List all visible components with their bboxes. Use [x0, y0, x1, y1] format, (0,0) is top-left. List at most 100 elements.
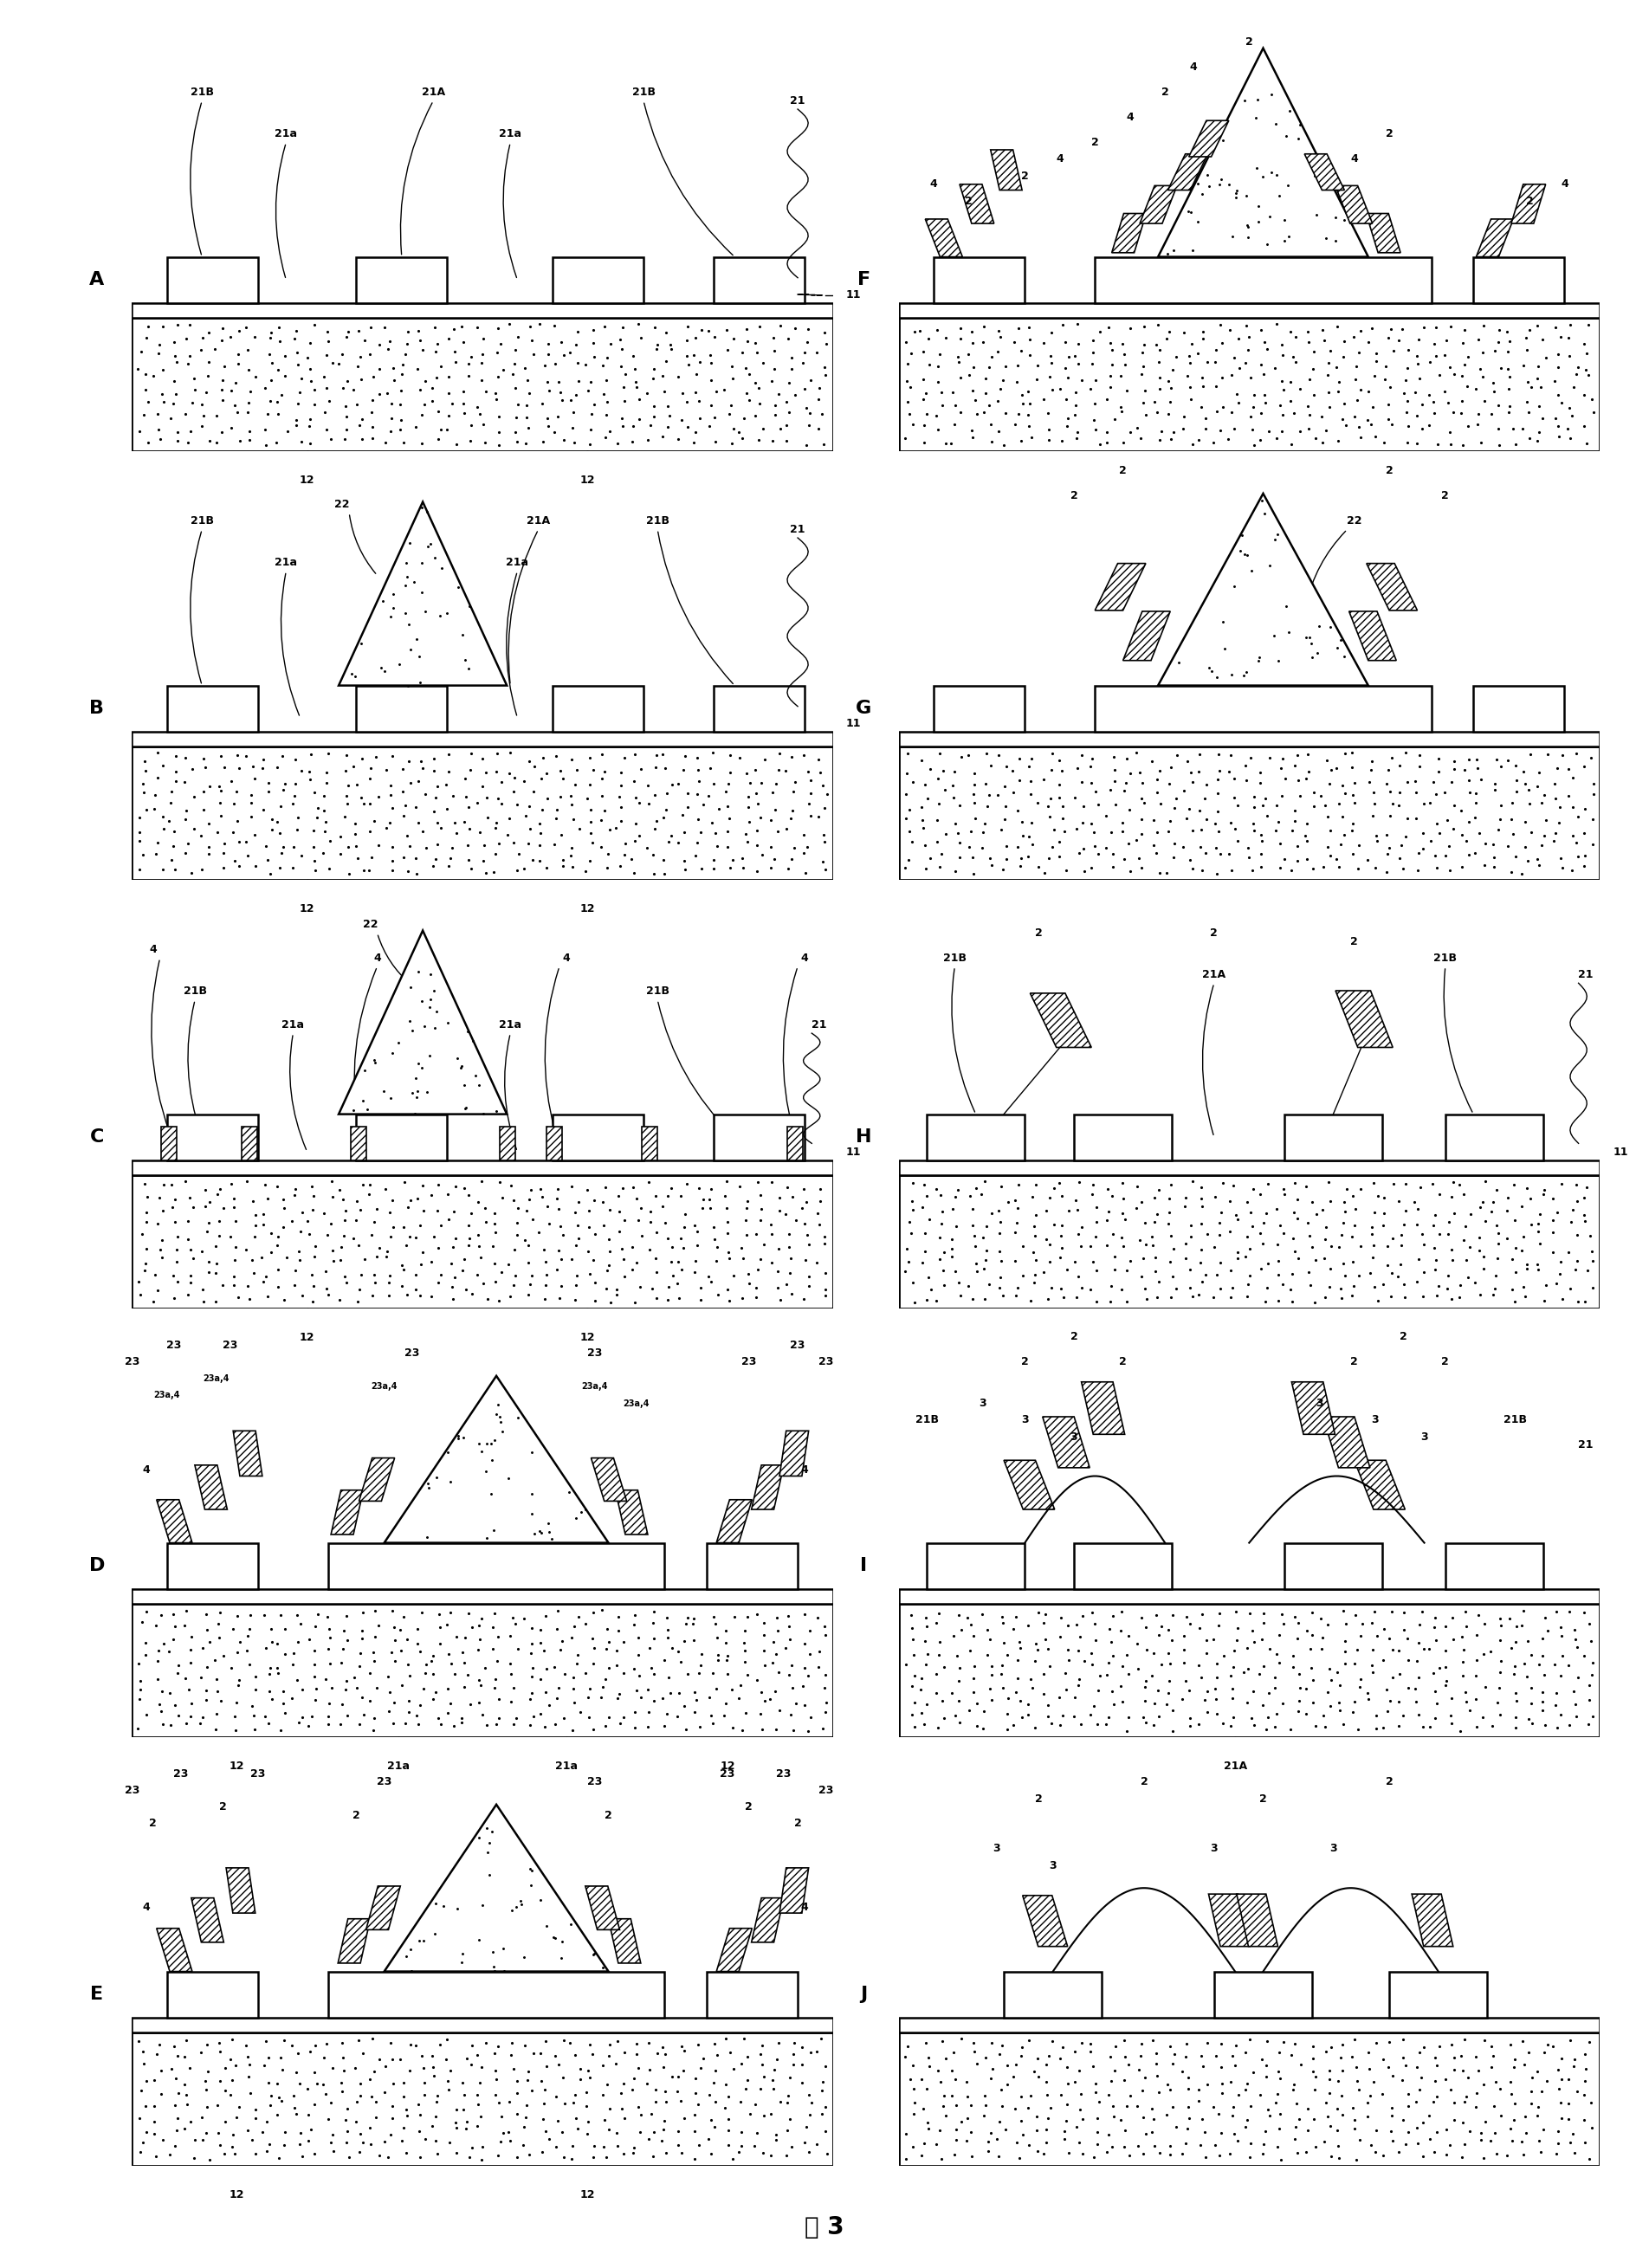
Text: 2: 2 [1139, 1776, 1148, 1787]
Polygon shape [1291, 1381, 1336, 1433]
Text: 22: 22 [1347, 515, 1362, 526]
Bar [1095, 685, 1431, 730]
Text: 2: 2 [1441, 1356, 1449, 1368]
Text: 2: 2 [1260, 1794, 1266, 1805]
Text: 11: 11 [1613, 1148, 1628, 1159]
Text: 2: 2 [1021, 1356, 1029, 1368]
Text: 2: 2 [1120, 465, 1126, 476]
Polygon shape [338, 501, 506, 685]
Bar [167, 256, 257, 302]
Text: 4: 4 [1351, 154, 1359, 166]
Text: 2: 2 [1070, 1331, 1078, 1343]
Text: C: C [89, 1129, 104, 1145]
Polygon shape [1004, 1461, 1055, 1510]
Bar [242, 1127, 257, 1159]
Text: 21B: 21B [1433, 953, 1458, 964]
Text: 12: 12 [721, 1760, 735, 1771]
Text: 2: 2 [1441, 490, 1449, 501]
Text: 2: 2 [219, 1801, 228, 1812]
Bar [552, 1114, 643, 1159]
Bar [899, 730, 1600, 746]
Text: 2: 2 [1210, 928, 1219, 939]
Text: 12: 12 [300, 474, 315, 485]
Text: 23: 23 [251, 1769, 265, 1780]
Text: 2: 2 [1245, 36, 1253, 48]
Text: 23: 23 [376, 1776, 392, 1787]
Bar [132, 318, 833, 451]
Bar [1445, 1542, 1543, 1588]
Bar [132, 746, 833, 880]
Text: 23: 23 [818, 1785, 833, 1796]
Text: 23: 23 [404, 1347, 420, 1359]
Text: 21B: 21B [915, 1415, 938, 1427]
Text: A: A [89, 272, 104, 288]
Text: 23: 23 [818, 1356, 833, 1368]
Text: 3: 3 [1070, 1431, 1078, 1442]
Bar [1073, 1542, 1172, 1588]
Bar [356, 685, 447, 730]
Text: 23: 23 [740, 1356, 757, 1368]
Text: 12: 12 [580, 903, 595, 914]
Polygon shape [1123, 612, 1171, 660]
Bar [706, 1971, 798, 2016]
Text: G: G [856, 701, 872, 717]
Text: 3: 3 [1049, 1860, 1057, 1871]
Bar [1004, 1971, 1102, 2016]
Text: 3: 3 [1316, 1397, 1322, 1408]
Bar [641, 1127, 658, 1159]
Text: 2: 2 [353, 1810, 359, 1821]
Text: 23a,4: 23a,4 [371, 1383, 397, 1390]
Text: 21A: 21A [1224, 1760, 1247, 1771]
Polygon shape [716, 1928, 752, 1971]
Text: 11: 11 [846, 290, 861, 302]
Bar [714, 685, 805, 730]
Bar [547, 1127, 562, 1159]
Text: 21B: 21B [943, 953, 966, 964]
Polygon shape [1167, 154, 1207, 191]
Text: 21a: 21a [282, 1018, 305, 1030]
Polygon shape [233, 1431, 262, 1476]
Bar [899, 1159, 1600, 1175]
Text: 4: 4 [801, 1465, 808, 1476]
Polygon shape [1304, 154, 1344, 191]
Text: 23: 23 [223, 1340, 237, 1352]
Text: 4: 4 [1126, 111, 1135, 122]
Text: 23: 23 [587, 1776, 602, 1787]
Bar [927, 1542, 1024, 1588]
Text: 22: 22 [363, 919, 378, 930]
Polygon shape [1031, 993, 1092, 1048]
Polygon shape [925, 220, 963, 256]
Text: 2: 2 [965, 195, 973, 206]
Bar [899, 746, 1600, 880]
Text: 2: 2 [1036, 928, 1042, 939]
Polygon shape [752, 1898, 783, 1941]
Text: 4: 4 [930, 179, 938, 191]
Text: 21B: 21B [183, 987, 206, 998]
Polygon shape [1158, 48, 1369, 256]
Polygon shape [1158, 494, 1369, 685]
Text: 23: 23 [124, 1785, 140, 1796]
Bar [714, 256, 805, 302]
Text: 23: 23 [124, 1356, 140, 1368]
Bar [132, 1175, 833, 1309]
Text: 12: 12 [229, 2189, 244, 2200]
Bar [899, 1175, 1600, 1309]
Text: 2: 2 [1036, 1794, 1042, 1805]
Text: 23a,4: 23a,4 [153, 1390, 180, 1399]
Text: H: H [856, 1129, 872, 1145]
Text: 21A: 21A [526, 515, 551, 526]
Text: 23: 23 [167, 1340, 181, 1352]
Text: 2: 2 [793, 1819, 801, 1830]
Text: 11: 11 [846, 1148, 861, 1159]
Bar [132, 2016, 833, 2032]
Polygon shape [1139, 186, 1177, 225]
Text: 2: 2 [1385, 1776, 1393, 1787]
Text: 11: 11 [846, 719, 861, 730]
Bar [1388, 1971, 1487, 2016]
Text: 図 3: 図 3 [805, 2216, 844, 2239]
Text: 22: 22 [335, 499, 350, 510]
Text: 4: 4 [1055, 154, 1064, 166]
Text: 23a,4: 23a,4 [580, 1383, 608, 1390]
Text: I: I [861, 1558, 867, 1574]
Text: 21: 21 [790, 524, 805, 535]
